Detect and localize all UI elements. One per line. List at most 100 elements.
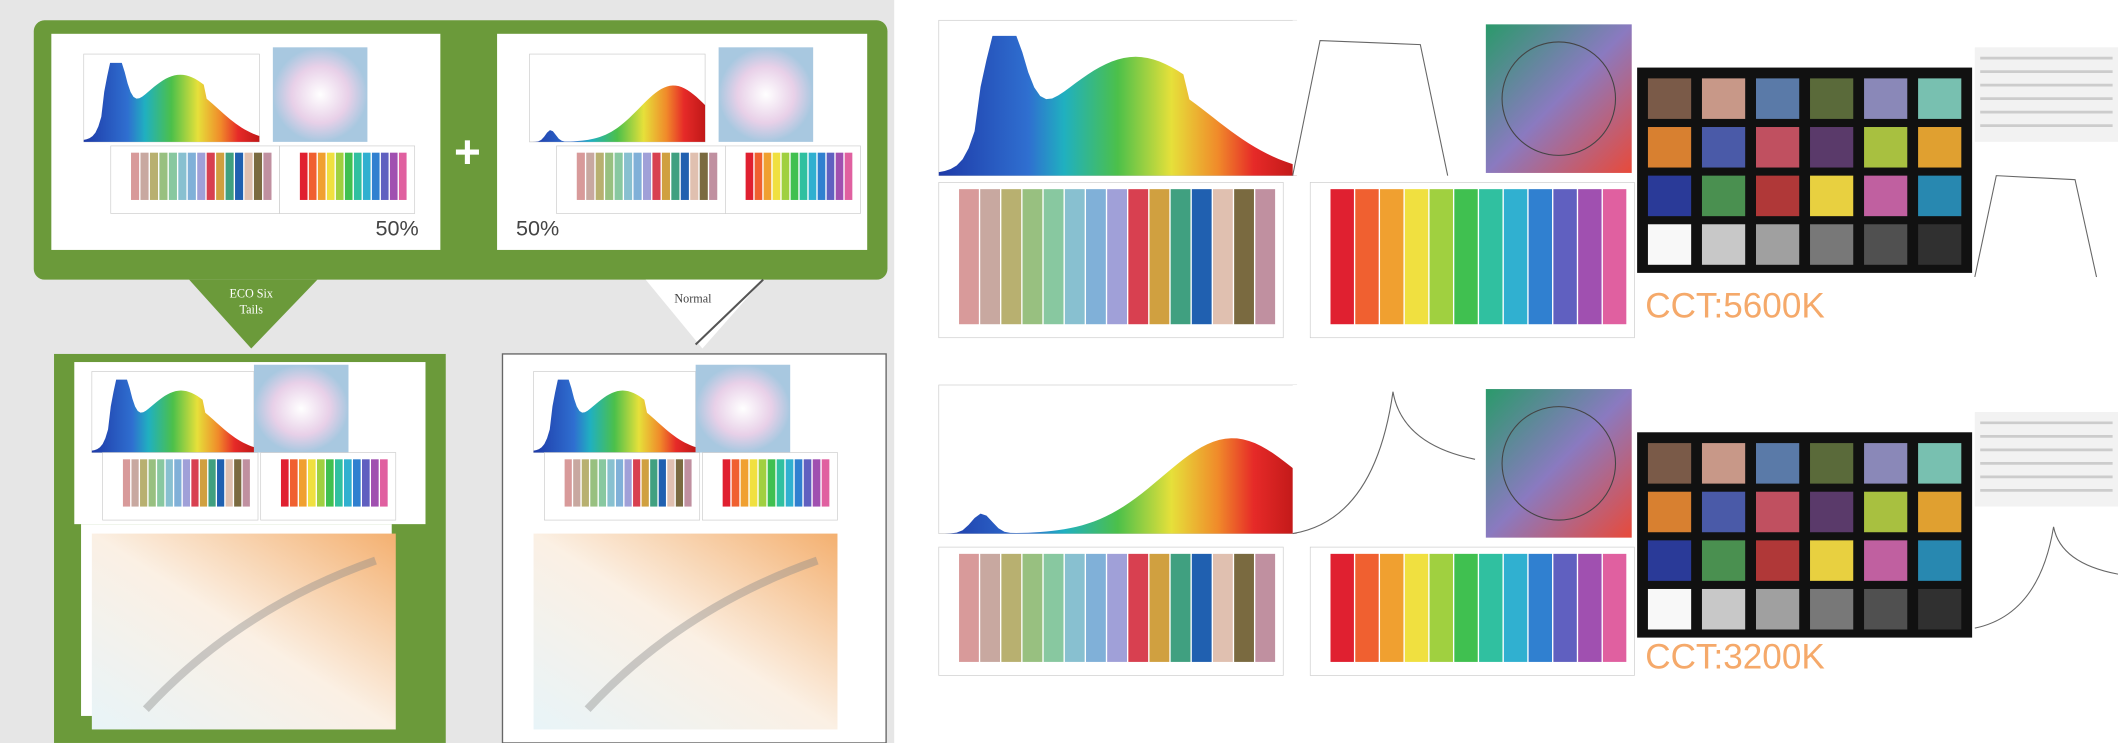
color-bar — [1107, 189, 1127, 325]
patch — [1864, 588, 1908, 630]
curve — [1974, 175, 2098, 278]
color-bar — [362, 152, 371, 200]
color-bar — [174, 459, 182, 507]
color-bar — [595, 152, 604, 200]
color-bar — [216, 152, 225, 200]
color-bar — [808, 152, 817, 200]
patch — [1810, 491, 1854, 533]
cct-label: CCT:5600K — [1645, 286, 1825, 325]
color-bar — [615, 459, 624, 507]
patch — [1701, 78, 1746, 119]
color-bar — [607, 459, 615, 507]
gamut-ring — [1501, 41, 1617, 156]
color-bar — [641, 459, 649, 507]
color-bar — [1001, 553, 1022, 662]
color-bar — [1404, 553, 1429, 662]
color-bar — [633, 152, 642, 200]
patch — [1918, 78, 1962, 119]
color-bar — [1086, 553, 1106, 662]
color-bar — [745, 152, 754, 200]
color-bar — [225, 459, 233, 507]
color-bar — [772, 152, 781, 200]
patch — [1755, 540, 1800, 581]
patch — [1864, 540, 1908, 581]
color-bar — [1380, 553, 1404, 662]
normal-arrow — [645, 279, 764, 349]
color-bar — [758, 459, 767, 507]
color-bar — [1503, 189, 1528, 325]
color-bar — [590, 459, 598, 507]
eco-label: Tails — [240, 302, 264, 316]
color-bar — [122, 459, 131, 507]
color-bar — [763, 152, 772, 200]
color-bar — [1043, 553, 1064, 662]
color-bar — [624, 152, 633, 200]
color-bar — [1191, 189, 1212, 325]
color-bar — [671, 152, 680, 200]
color-bar — [598, 459, 607, 507]
color-bar — [781, 152, 790, 200]
color-bar — [371, 152, 380, 200]
color-bar — [740, 459, 749, 507]
color-bar — [168, 152, 177, 200]
color-bar — [790, 152, 799, 200]
patch — [1701, 540, 1746, 581]
patch — [1864, 78, 1908, 119]
color-bar — [1128, 553, 1149, 662]
color-bar — [1380, 189, 1404, 325]
color-bar — [1170, 553, 1191, 662]
patch — [1701, 127, 1746, 168]
data-table — [1974, 412, 2118, 507]
color-bar — [1553, 553, 1577, 662]
colorchecker — [1637, 67, 1973, 273]
cie-chart — [91, 533, 396, 730]
curve-frame — [1292, 20, 1476, 176]
color-bar — [197, 152, 206, 200]
color-bar — [581, 459, 589, 507]
data-table — [1974, 47, 2118, 142]
color-bar — [1479, 189, 1503, 325]
spectrum — [938, 35, 1297, 176]
color-wheel — [253, 364, 349, 453]
percent-label: 50% — [516, 215, 559, 240]
gamut-ring — [1501, 406, 1617, 521]
color-bar — [1429, 553, 1453, 662]
color-bar — [586, 152, 595, 200]
color-bar — [335, 152, 344, 200]
normal-label: Normal — [674, 292, 712, 306]
color-bar — [1255, 553, 1276, 662]
patch — [1864, 224, 1908, 265]
color-bar — [398, 152, 407, 200]
color-bar — [564, 459, 572, 507]
patch — [1918, 127, 1962, 168]
patch — [1864, 175, 1908, 217]
color-bar — [614, 152, 623, 200]
color-bar — [642, 152, 652, 200]
patch — [1918, 443, 1962, 484]
color-bar — [299, 152, 308, 200]
color-bar — [182, 459, 191, 507]
color-bar — [334, 459, 343, 507]
color-bar — [1578, 553, 1602, 662]
curve-frame — [1974, 520, 2118, 629]
spectrum — [529, 85, 706, 142]
color-bar — [817, 152, 826, 200]
patch — [1810, 78, 1854, 119]
patch — [1755, 588, 1800, 630]
color-bar — [661, 152, 670, 200]
patch — [1755, 224, 1800, 265]
color-bar — [573, 459, 581, 507]
color-bar — [633, 459, 641, 507]
patch — [1918, 491, 1962, 533]
spectrum — [91, 379, 254, 453]
color-bar — [1001, 189, 1022, 325]
patch — [1755, 175, 1800, 217]
patch — [1701, 224, 1746, 265]
plus-sign: + — [454, 126, 481, 178]
color-bar — [217, 459, 225, 507]
color-bar — [722, 459, 731, 507]
patch — [1918, 224, 1962, 265]
patch — [1701, 175, 1746, 217]
color-bar — [289, 459, 298, 507]
spectrum — [83, 62, 260, 142]
